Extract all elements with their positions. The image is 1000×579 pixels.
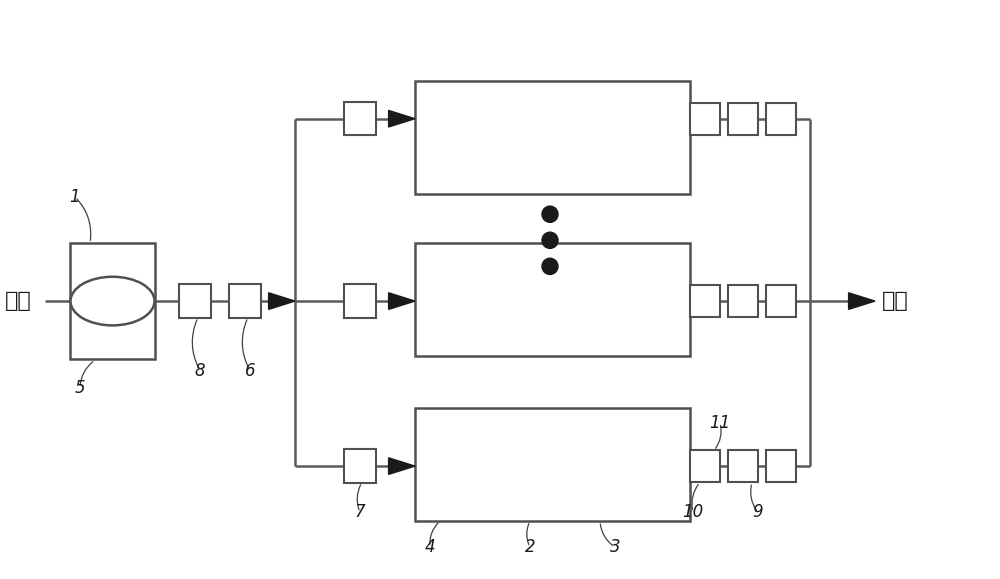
Bar <box>728 450 758 482</box>
Text: 6: 6 <box>245 361 255 380</box>
Text: 4: 4 <box>425 538 435 556</box>
Bar <box>766 285 796 317</box>
Text: 2: 2 <box>525 538 535 556</box>
Text: 9: 9 <box>753 503 763 522</box>
Bar <box>344 284 376 318</box>
Text: 8: 8 <box>195 361 205 380</box>
Text: 11: 11 <box>709 413 731 432</box>
Polygon shape <box>269 293 295 309</box>
Bar <box>690 102 720 134</box>
Bar <box>344 449 376 483</box>
Circle shape <box>70 277 154 325</box>
Bar <box>728 102 758 134</box>
Polygon shape <box>849 293 875 309</box>
Text: 进水: 进水 <box>5 291 32 311</box>
Bar <box>179 284 211 318</box>
Polygon shape <box>389 111 415 127</box>
Bar <box>70 243 155 359</box>
Bar <box>415 243 690 356</box>
Text: 1: 1 <box>70 188 80 206</box>
Polygon shape <box>389 293 415 309</box>
Polygon shape <box>389 458 415 474</box>
Bar <box>344 102 376 135</box>
Text: 出水: 出水 <box>882 291 909 311</box>
Bar <box>766 102 796 134</box>
Bar <box>229 284 261 318</box>
Bar <box>690 450 720 482</box>
Text: 5: 5 <box>75 379 85 397</box>
Bar <box>728 285 758 317</box>
Bar <box>766 450 796 482</box>
Text: 7: 7 <box>355 503 365 522</box>
Bar <box>415 81 690 194</box>
Text: 10: 10 <box>682 503 704 522</box>
Bar <box>415 408 690 521</box>
Text: 3: 3 <box>610 538 620 556</box>
Ellipse shape <box>542 258 558 274</box>
Bar <box>690 285 720 317</box>
Ellipse shape <box>542 232 558 248</box>
Ellipse shape <box>542 206 558 222</box>
